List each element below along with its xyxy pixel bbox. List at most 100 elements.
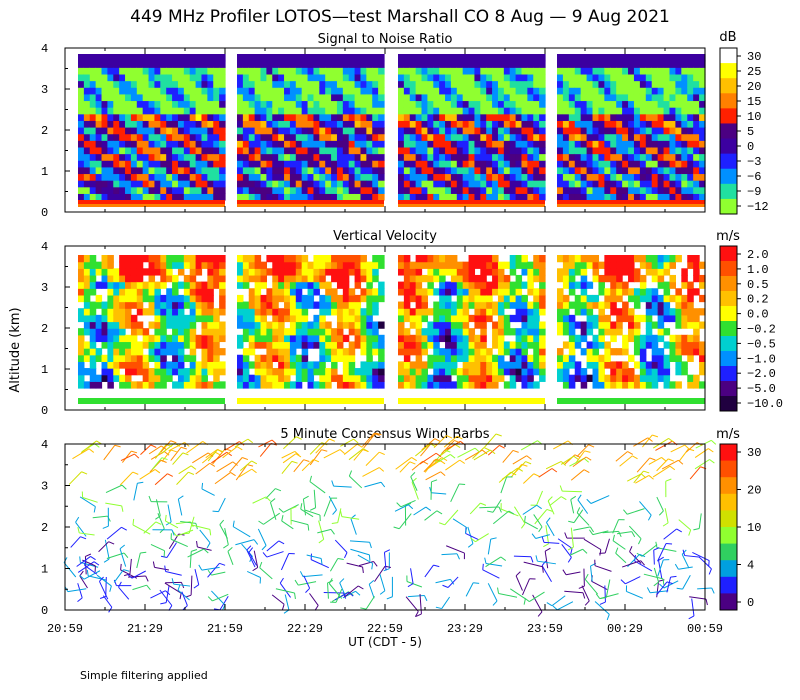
snr-cell: [160, 180, 167, 188]
vv-cell: [160, 361, 167, 369]
snr-cell: [142, 146, 150, 155]
vv-cell: [348, 348, 356, 356]
snr-cell: [260, 146, 267, 155]
wind-barb: [682, 575, 691, 590]
snr-cell: [639, 146, 647, 155]
vv-cell: [681, 368, 688, 376]
snr-cell: [445, 146, 452, 155]
snr-cell: [266, 120, 273, 128]
snr-cell: [509, 180, 517, 188]
snr-cell: [289, 146, 297, 155]
snr-cell: [645, 166, 653, 175]
vv-cell: [562, 274, 570, 283]
vv-cell: [592, 255, 600, 263]
vv-cell: [307, 334, 315, 343]
wind-barb-flag: [294, 579, 299, 586]
vv-cell: [248, 288, 256, 296]
snr-cell: [462, 93, 470, 102]
snr-cell: [366, 133, 373, 141]
wind-barb-flag: [456, 435, 463, 440]
snr-cell: [486, 93, 493, 102]
vv-cell: [521, 381, 528, 389]
vv-cell: [160, 294, 167, 303]
vv-cell: [598, 354, 605, 362]
vv-cell: [456, 341, 464, 349]
vv-cell: [699, 354, 706, 362]
vv-cell: [254, 314, 262, 323]
wind-barb-flag: [648, 475, 654, 480]
vv-cell: [189, 261, 197, 269]
snr-cell: [557, 127, 564, 135]
snr-cell: [562, 153, 570, 161]
vv-cell: [445, 328, 452, 336]
vv-cell: [693, 321, 700, 329]
snr-cell: [354, 113, 362, 121]
snr-cell: [515, 73, 523, 82]
vv-cell: [136, 281, 144, 289]
snr-cell: [195, 54, 203, 62]
snr-cell: [462, 173, 470, 181]
snr-heatmap: [78, 54, 706, 207]
vv-cell: [515, 314, 523, 323]
vv-cell: [237, 334, 244, 343]
snr-cell: [557, 87, 564, 95]
snr-cell: [492, 127, 499, 135]
wind-barb: [642, 434, 653, 448]
vv-cell: [219, 381, 226, 389]
vv-cell: [409, 294, 417, 303]
vv-cell: [107, 281, 114, 289]
snr-cell: [610, 107, 617, 115]
snr-cell: [372, 67, 379, 75]
vv-cell: [651, 268, 659, 276]
snr-cell: [207, 107, 214, 115]
snr-cell: [450, 166, 458, 175]
wind-barb: [279, 582, 292, 598]
snr-cell: [248, 186, 256, 194]
vv-cell: [366, 321, 373, 329]
snr-cell: [486, 166, 493, 175]
vv-cell: [486, 255, 493, 263]
vv-cell: [562, 314, 570, 323]
snr-cell: [348, 113, 356, 121]
snr-cell: [409, 186, 417, 194]
snr-cell: [681, 186, 688, 194]
snr-cell: [568, 93, 576, 102]
snr-cell: [527, 140, 534, 148]
snr-cell: [172, 113, 179, 121]
vv-cell: [154, 348, 161, 356]
wind-barb-flag: [183, 532, 190, 535]
vv-cell: [521, 361, 528, 369]
vv-cell: [154, 354, 161, 362]
wind-barb-flag: [93, 561, 100, 566]
snr-cell: [681, 153, 688, 161]
snr-cell: [289, 140, 297, 148]
vv-cell: [521, 341, 528, 349]
vv-cell: [398, 368, 405, 376]
vv-cell: [301, 321, 309, 329]
snr-cell: [586, 193, 594, 201]
snr-cell: [515, 100, 523, 108]
vv-cell: [598, 261, 605, 269]
vv-cell: [539, 261, 546, 269]
vv-cell: [616, 348, 623, 356]
vv-cell: [480, 381, 487, 389]
vv-cell: [266, 334, 273, 343]
wind-barb-flag: [676, 528, 683, 533]
snr-cell: [331, 113, 338, 121]
wind-barb-flag: [646, 587, 651, 593]
vv-cell: [515, 281, 523, 289]
vv-cell: [622, 255, 629, 263]
wind-barb-flag: [207, 596, 213, 602]
snr-cell: [372, 173, 379, 181]
vv-cell: [295, 308, 303, 316]
wind-barb-flag: [543, 543, 549, 548]
vv-cell: [474, 374, 481, 382]
vv-cell: [89, 321, 97, 329]
wind-barb: [633, 437, 649, 447]
wind-barb-flag: [681, 549, 687, 555]
wind-barb: [318, 520, 325, 540]
snr-cell: [610, 113, 617, 121]
vv-cell: [278, 348, 285, 356]
vv-cell: [628, 354, 635, 362]
vv-cell: [462, 288, 470, 296]
